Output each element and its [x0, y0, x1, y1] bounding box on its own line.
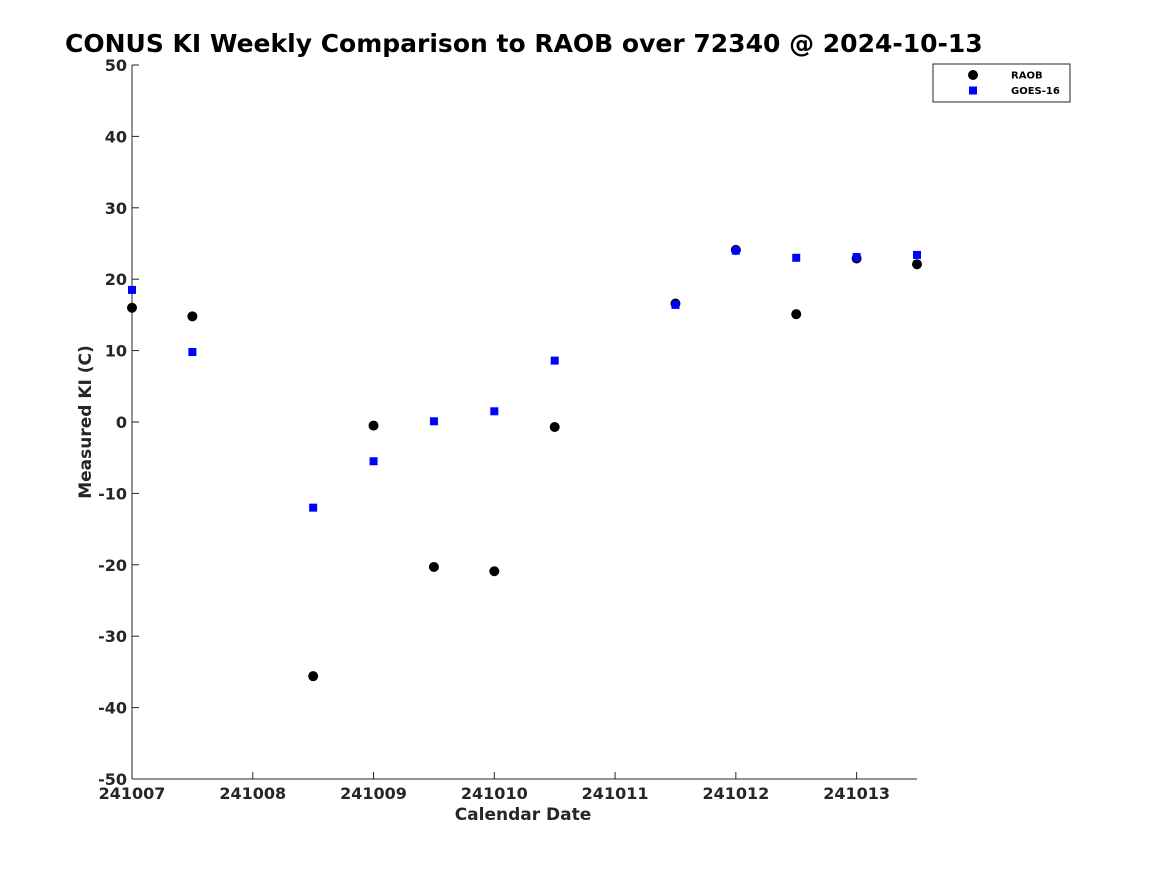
legend-raob-label: RAOB — [1011, 71, 1043, 82]
goes16-point — [128, 285, 136, 294]
y-axis-label: Measured KI (C) — [76, 345, 96, 499]
raob-point — [187, 311, 198, 322]
legend-raob-marker — [968, 70, 978, 80]
legend-goes-marker — [969, 86, 977, 95]
goes16-point — [369, 457, 378, 466]
raob-point — [912, 259, 922, 270]
y-tick-label: 10 — [105, 342, 127, 361]
raob-point — [549, 421, 560, 432]
x-ticks: 241007 241008 241009 241010 241011 241012 2410… — [99, 772, 890, 803]
y-tick-label: -30 — [98, 627, 127, 646]
y-tick-label: -10 — [98, 484, 127, 503]
goes16-point — [731, 246, 740, 255]
x-tick-label: 241010 — [461, 784, 528, 803]
x-tick-label: 241012 — [702, 784, 769, 803]
chart-title: CONUS KI Weekly Comparison to RAOB over … — [65, 29, 983, 58]
x-tick-label: 241007 — [99, 784, 166, 803]
y-tick-label: 30 — [105, 199, 127, 218]
goes16-point — [550, 356, 559, 365]
y-tick-label: 20 — [105, 270, 127, 289]
y-tick-label: -40 — [98, 699, 127, 718]
goes16-point — [188, 348, 197, 357]
raob-point — [489, 566, 500, 577]
goes16-point — [792, 253, 801, 262]
goes16-point — [309, 503, 318, 512]
goes16-point — [913, 250, 921, 259]
goes16-point — [852, 253, 861, 262]
x-tick-label: 241008 — [219, 784, 286, 803]
goes16-point — [490, 407, 499, 416]
legend-goes-label: GOES-16 — [1011, 86, 1060, 97]
x-tick-label: 241009 — [340, 784, 407, 803]
x-axis-label: Calendar Date — [455, 805, 592, 825]
goes16-point — [671, 300, 680, 309]
raob-point — [308, 671, 319, 682]
raob-point — [428, 561, 439, 572]
raob-point — [368, 420, 379, 431]
legend-box — [932, 63, 1071, 103]
y-tick-label: -20 — [98, 556, 127, 575]
legend: RAOB GOES-16 — [932, 63, 1071, 103]
y-tick-label: 50 — [105, 56, 127, 75]
raob-point — [791, 309, 802, 320]
plot-axes — [131, 65, 917, 780]
x-tick-label: 241011 — [582, 784, 649, 803]
y-tick-label: 40 — [105, 127, 127, 146]
y-ticks: 50 40 30 20 10 0 -10 -20 -30 -40 -50 — [98, 56, 139, 789]
goes16-point — [429, 417, 438, 426]
data-points — [127, 244, 922, 682]
x-tick-label: 241013 — [823, 784, 890, 803]
y-tick-label: -50 — [98, 770, 127, 789]
raob-point — [127, 302, 137, 313]
y-tick-label: 0 — [116, 413, 127, 432]
